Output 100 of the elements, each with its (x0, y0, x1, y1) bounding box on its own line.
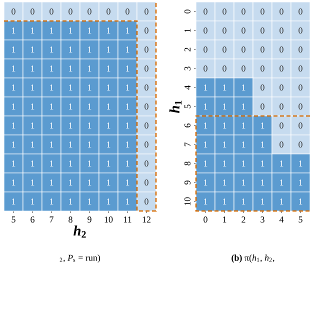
data-label: 1 (280, 198, 284, 204)
data-label: 0 (280, 141, 284, 148)
data-label: 1 (242, 142, 246, 148)
data-label: 1 (50, 160, 54, 166)
data-label: 1 (50, 104, 54, 110)
data-label: 1 (69, 66, 72, 72)
data-label: 1 (50, 122, 54, 128)
data-label: 1 (126, 104, 130, 110)
data-label: 1 (88, 180, 92, 186)
data-label: 1 (50, 84, 54, 90)
data-label: 1 (204, 104, 208, 110)
x-tick-label: 2 (242, 216, 246, 222)
y-tick-label: 9 (184, 180, 190, 184)
y-tick-label: 5 (184, 104, 190, 108)
data-label: 1 (88, 66, 92, 72)
data-label: 0 (144, 27, 148, 34)
data-label: 1 (12, 66, 16, 72)
x-tick-label: 10 (104, 216, 113, 223)
data-label: 1 (242, 160, 246, 166)
data-label: 0 (298, 103, 302, 110)
data-label: 1 (126, 66, 130, 72)
data-label: 0 (280, 8, 284, 15)
data-label: 1 (126, 180, 130, 186)
data-label: 1 (31, 198, 34, 204)
x-tick-label: 11 (124, 216, 132, 222)
data-label: 1 (12, 84, 16, 90)
data-label: 0 (260, 27, 264, 34)
data-label: 0 (204, 27, 208, 34)
data-label: 1 (69, 84, 72, 90)
data-label: 1 (107, 28, 110, 34)
data-label: 0 (144, 8, 148, 15)
x-tick-label: 6 (30, 216, 34, 223)
data-label: 0 (144, 84, 148, 91)
y-tick-label: 7 (184, 142, 190, 146)
data-label: 1 (88, 142, 92, 148)
x-tick-label: 4 (279, 216, 284, 222)
data-label: 0 (260, 84, 264, 91)
y-tick-label: 3 (184, 66, 190, 70)
data-label: 1 (242, 104, 246, 110)
data-label: 1 (107, 160, 110, 166)
x-tick-label: 9 (88, 216, 92, 223)
data-label: 1 (107, 122, 110, 128)
y-tick-label: 8 (184, 162, 190, 166)
data-label: 1 (31, 122, 34, 128)
data-label: 0 (298, 46, 302, 53)
data-label: 0 (280, 122, 284, 129)
data-label: 1 (107, 84, 110, 90)
data-label: 0 (68, 8, 72, 15)
y-tick-label: 2 (184, 48, 190, 52)
data-label: 1 (299, 160, 302, 166)
y-axis-title: h$_{1}$ (169, 100, 182, 113)
data-label: 1 (88, 104, 92, 110)
data-label: 0 (12, 8, 16, 15)
y-tick-label: 10 (184, 197, 190, 206)
data-label: 0 (144, 179, 148, 186)
data-label: 1 (261, 180, 264, 186)
data-label: 0 (260, 65, 264, 72)
x-tick-label: 0 (204, 216, 208, 223)
data-label: 1 (31, 66, 34, 72)
data-label: 1 (107, 180, 110, 186)
y-tick-label: 4 (184, 85, 190, 90)
data-label: 1 (223, 84, 226, 90)
data-label: 1 (69, 104, 72, 110)
y-tick-label: 6 (184, 124, 190, 128)
x-tick-label: 12 (142, 216, 150, 222)
data-label: 1 (107, 46, 110, 52)
data-label: 0 (88, 8, 92, 15)
data-label: 0 (222, 27, 226, 34)
text: $_{2}$, P$_{s}$ = run) (60, 254, 100, 263)
data-label: 1 (50, 28, 54, 34)
data-label: 1 (12, 104, 16, 110)
x-axis-title: h$_{2}$ (74, 225, 86, 238)
data-label: 1 (126, 198, 130, 204)
data-label: 1 (69, 160, 72, 166)
data-label: 1 (50, 142, 54, 148)
data-label: 1 (69, 142, 72, 148)
data-label: 1 (261, 142, 264, 148)
x-tick-label: 3 (260, 216, 264, 223)
data-label: 1 (126, 46, 130, 52)
x-tick-label: 5 (298, 216, 302, 223)
data-label: 1 (12, 122, 16, 128)
data-label: 1 (31, 160, 34, 166)
data-label: 1 (107, 142, 110, 148)
data-label: 0 (280, 103, 284, 110)
data-label: 1 (223, 160, 226, 166)
data-label: 0 (144, 198, 148, 205)
data-label: 0 (50, 8, 54, 15)
data-label: 0 (204, 65, 208, 72)
data-label: 1 (88, 84, 92, 90)
data-label: 0 (126, 8, 130, 15)
data-label: 1 (261, 198, 264, 204)
data-label: 1 (50, 46, 54, 52)
y-tick-label: 1 (184, 28, 190, 32)
x-tick-label: 7 (50, 216, 54, 222)
data-label: 0 (106, 8, 110, 15)
data-label: 1 (107, 198, 110, 204)
data-label: 1 (69, 180, 72, 186)
data-label: 1 (126, 122, 130, 128)
data-label: 0 (144, 46, 148, 53)
data-label: 1 (204, 142, 208, 148)
